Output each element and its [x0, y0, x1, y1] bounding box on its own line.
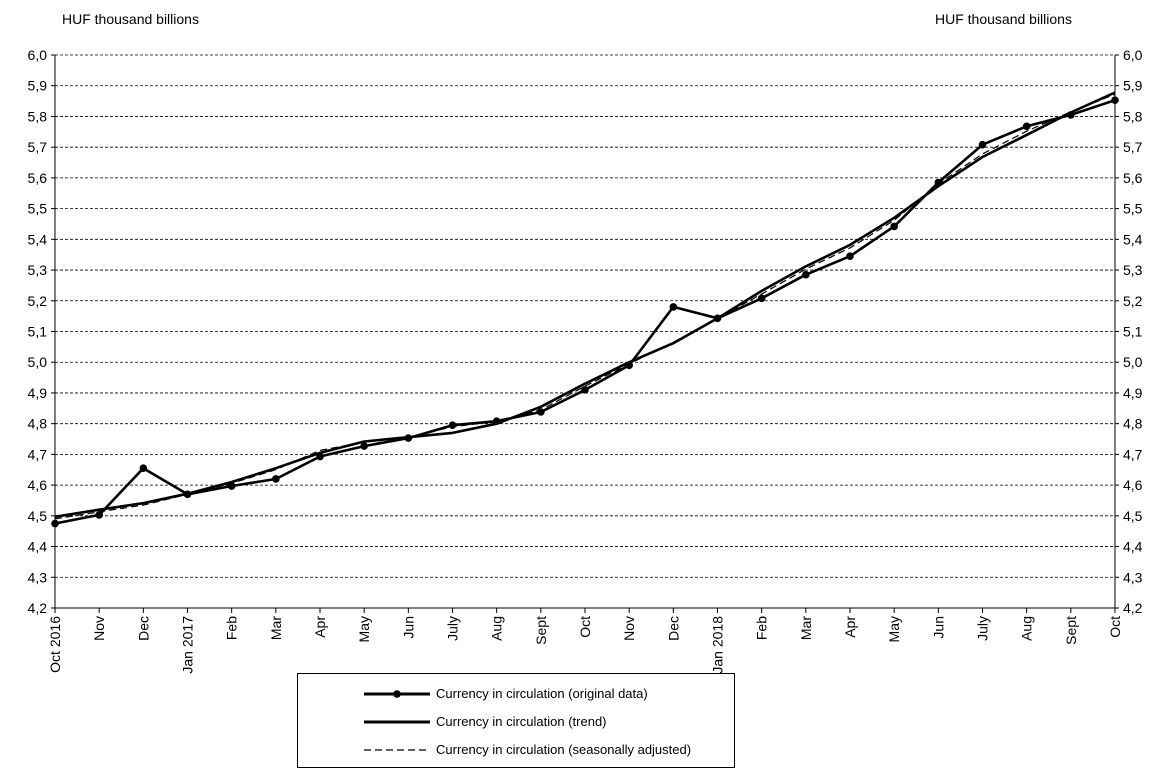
- y-tick-label-right: 4,8: [1123, 416, 1143, 432]
- y-tick-label-left: 4,5: [28, 508, 48, 524]
- y-tick-label-right: 5,2: [1123, 293, 1143, 309]
- series-line-0: [54, 98, 1116, 525]
- y-tick-label-left: 4,9: [28, 385, 48, 401]
- x-tick-label: May: [886, 616, 902, 642]
- data-point: [360, 442, 368, 450]
- data-point: [272, 475, 280, 483]
- x-tick-label: Mar: [798, 616, 814, 640]
- y-tick-label-right: 5,1: [1123, 324, 1143, 340]
- y-tick-label-left: 6,0: [28, 47, 48, 63]
- x-tick-label: July: [975, 616, 991, 641]
- data-point: [846, 252, 854, 261]
- x-tick-label: Aug: [489, 616, 505, 641]
- gridlines: [55, 54, 1115, 578]
- x-tick-label: Apr: [842, 616, 858, 638]
- series-line-1: [54, 91, 1116, 519]
- y-tick-label-left: 5,6: [28, 170, 48, 186]
- x-tick-label: Sept: [1063, 616, 1079, 645]
- x-tick-label: Oct 2016: [47, 616, 63, 673]
- legend-item-trend: Currency in circulation (trend): [298, 712, 734, 734]
- legend-item-seasonally-adjusted: Currency in circulation (seasonally adju…: [298, 740, 734, 762]
- x-tick-label: May: [356, 616, 372, 642]
- tick-labels: 4,2 4,2 4,3 4,3 4,4 4,4 4,5 4,5 4,6 4,6 4,7 4,7 4,8 4…: [28, 47, 1143, 674]
- x-tick-label: Feb: [224, 616, 240, 640]
- x-tick-label: Feb: [754, 616, 770, 640]
- y-tick-label-left: 4,8: [28, 416, 48, 432]
- x-tick-label: Aug: [1019, 616, 1035, 641]
- y-tick-label-right: 4,4: [1123, 539, 1143, 555]
- chart-legend: Currency in circulation (original data) …: [297, 673, 735, 768]
- data-point: [978, 140, 987, 149]
- x-tick-label: Apr: [312, 616, 328, 638]
- x-tick-label: Dec: [135, 616, 151, 641]
- y-tick-label-left: 5,1: [28, 324, 48, 340]
- y-tick-label-left: 5,0: [28, 354, 48, 370]
- x-tick-label: Dec: [665, 616, 681, 641]
- y-tick-label-left: 4,3: [28, 569, 48, 585]
- y-tick-label-right: 4,9: [1123, 385, 1143, 401]
- data-point: [890, 222, 898, 231]
- legend-swatch-seasonally-adjusted: [364, 749, 430, 751]
- x-tick-label: Sept: [533, 616, 549, 645]
- x-tick-label: Mar: [268, 616, 284, 640]
- x-tick-label: Jun: [400, 616, 416, 639]
- y-tick-label-left: 5,9: [28, 78, 48, 94]
- y-tick-label-right: 5,3: [1123, 262, 1143, 278]
- x-tick-label: Jan 2018: [710, 616, 726, 674]
- y-tick-label-right: 4,3: [1123, 569, 1143, 585]
- series-line-2: [54, 93, 1116, 520]
- data-point: [139, 464, 148, 473]
- y-tick-label-right: 5,0: [1123, 354, 1143, 370]
- data-point: [802, 270, 810, 279]
- x-tick-label: Oct: [577, 616, 593, 638]
- y-tick-label-right: 6,0: [1123, 47, 1143, 63]
- data-point: [95, 511, 103, 519]
- y-tick-label-right: 4,2: [1123, 600, 1143, 616]
- legend-label-original: Currency in circulation (original data): [436, 686, 648, 701]
- y-tick-label-left: 5,2: [28, 293, 48, 309]
- y-tick-label-left: 5,4: [28, 231, 48, 247]
- data-point: [757, 294, 766, 303]
- y-tick-label-right: 4,5: [1123, 508, 1143, 524]
- y-axis-unit-right: HUF thousand billions: [935, 11, 1072, 27]
- y-axis-unit-left: HUF thousand billions: [62, 11, 199, 27]
- data-point: [51, 519, 59, 528]
- legend-swatch-trend: [364, 720, 430, 724]
- x-tick-label: Jun: [930, 616, 946, 639]
- y-tick-label-right: 4,7: [1123, 446, 1143, 462]
- y-tick-label-right: 5,7: [1123, 139, 1143, 155]
- y-tick-label-right: 4,6: [1123, 477, 1143, 493]
- legend-swatch-original: [364, 690, 430, 698]
- axes: [51, 54, 1119, 613]
- x-tick-label: Nov: [91, 616, 107, 641]
- data-point: [1111, 96, 1119, 104]
- data-point: [581, 386, 589, 394]
- data-point: [448, 421, 457, 430]
- data-point: [1022, 122, 1031, 131]
- y-tick-label-right: 5,9: [1123, 78, 1143, 94]
- legend-item-original: Currency in circulation (original data): [298, 684, 734, 706]
- legend-label-seasonally-adjusted: Currency in circulation (seasonally adju…: [436, 742, 692, 757]
- y-tick-label-right: 5,4: [1123, 231, 1143, 247]
- y-tick-label-left: 5,3: [28, 262, 48, 278]
- y-tick-label-right: 5,6: [1123, 170, 1143, 186]
- y-tick-label-left: 4,6: [28, 477, 48, 493]
- y-tick-label-left: 4,7: [28, 446, 48, 462]
- x-tick-label: Oct: [1107, 616, 1123, 638]
- x-tick-label: Jan 2017: [180, 616, 196, 674]
- y-tick-label-left: 4,4: [28, 539, 48, 555]
- y-tick-label-left: 5,8: [28, 108, 48, 124]
- y-tick-label-right: 5,8: [1123, 108, 1143, 124]
- legend-label-trend: Currency in circulation (trend): [436, 714, 607, 729]
- y-tick-label-left: 4,2: [28, 600, 48, 616]
- y-tick-label-right: 5,5: [1123, 201, 1143, 217]
- y-tick-label-left: 5,5: [28, 201, 48, 217]
- y-tick-label-left: 5,7: [28, 139, 48, 155]
- series-lines: [51, 91, 1119, 528]
- x-tick-label: July: [445, 616, 461, 641]
- data-point: [669, 303, 678, 311]
- x-tick-label: Nov: [621, 616, 637, 641]
